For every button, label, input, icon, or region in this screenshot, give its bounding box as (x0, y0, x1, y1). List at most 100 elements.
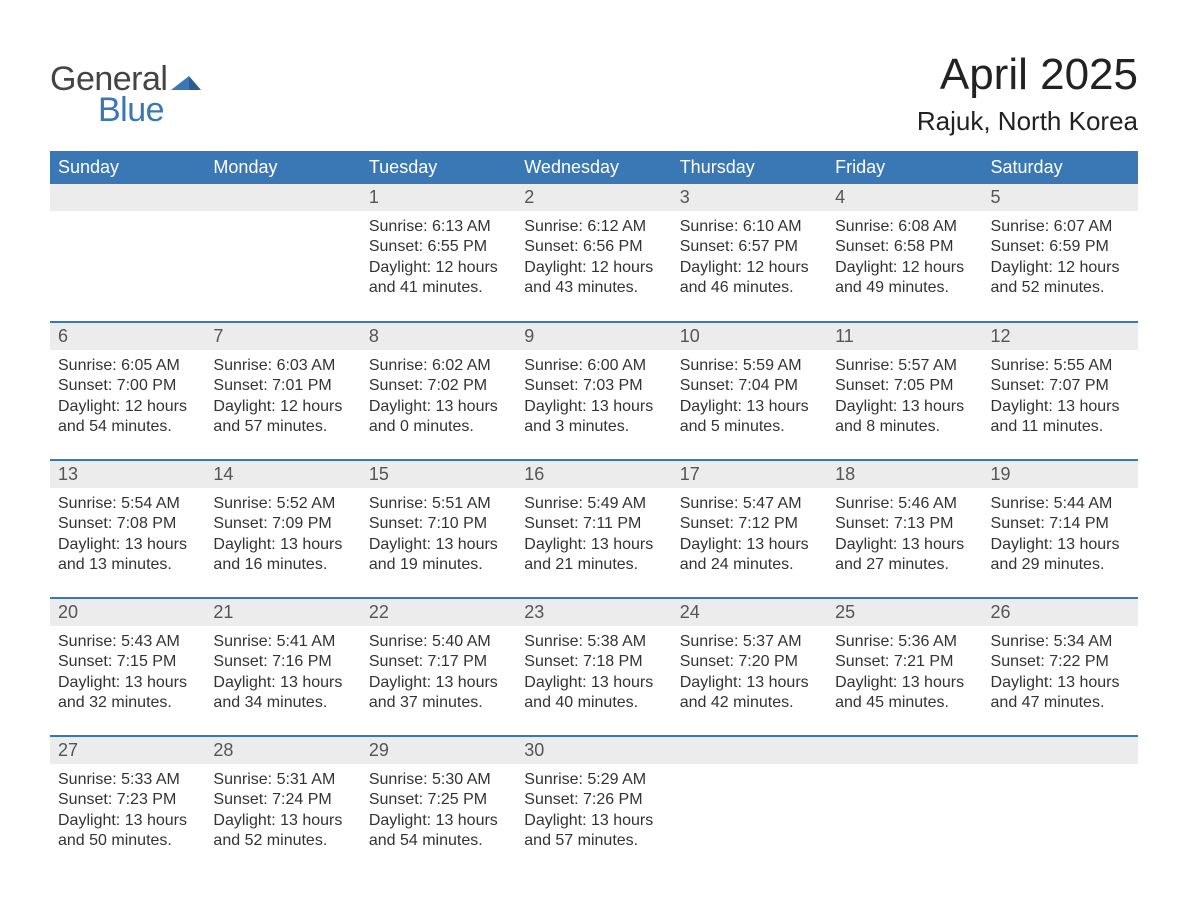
calendar-cell: 16Sunrise: 5:49 AMSunset: 7:11 PMDayligh… (516, 460, 671, 598)
day-body: Sunrise: 5:33 AMSunset: 7:23 PMDaylight:… (50, 764, 205, 856)
day-number: 12 (983, 323, 1138, 350)
calendar-cell (983, 736, 1138, 874)
sunrise-text: Sunrise: 5:43 AM (58, 632, 197, 652)
sunset-text: Sunset: 6:59 PM (991, 237, 1130, 257)
sunrise-text: Sunrise: 6:00 AM (524, 356, 663, 376)
day-body: Sunrise: 6:08 AMSunset: 6:58 PMDaylight:… (827, 211, 982, 303)
header: General Blue April 2025 Rajuk, North Kor… (50, 50, 1138, 137)
day-number: 27 (50, 737, 205, 764)
day-body: Sunrise: 6:05 AMSunset: 7:00 PMDaylight:… (50, 350, 205, 442)
day-number: 14 (205, 461, 360, 488)
calendar-cell: 9Sunrise: 6:00 AMSunset: 7:03 PMDaylight… (516, 322, 671, 460)
sunrise-text: Sunrise: 5:30 AM (369, 770, 508, 790)
day-body: Sunrise: 5:31 AMSunset: 7:24 PMDaylight:… (205, 764, 360, 856)
day-number: 21 (205, 599, 360, 626)
calendar-cell: 15Sunrise: 5:51 AMSunset: 7:10 PMDayligh… (361, 460, 516, 598)
logo-flag-icon (171, 70, 201, 95)
sunrise-text: Sunrise: 5:33 AM (58, 770, 197, 790)
calendar-cell: 5Sunrise: 6:07 AMSunset: 6:59 PMDaylight… (983, 184, 1138, 322)
calendar-cell: 24Sunrise: 5:37 AMSunset: 7:20 PMDayligh… (672, 598, 827, 736)
day-number: 19 (983, 461, 1138, 488)
daylight-text: Daylight: 13 hours and 27 minutes. (835, 535, 974, 576)
day-body: Sunrise: 6:12 AMSunset: 6:56 PMDaylight:… (516, 211, 671, 303)
title-block: April 2025 Rajuk, North Korea (917, 50, 1138, 137)
day-body: Sunrise: 5:30 AMSunset: 7:25 PMDaylight:… (361, 764, 516, 856)
sunset-text: Sunset: 7:13 PM (835, 514, 974, 534)
sunrise-text: Sunrise: 6:10 AM (680, 217, 819, 237)
calendar-week-row: 6Sunrise: 6:05 AMSunset: 7:00 PMDaylight… (50, 322, 1138, 460)
logo: General Blue (50, 50, 201, 130)
day-number: 23 (516, 599, 671, 626)
sunset-text: Sunset: 6:58 PM (835, 237, 974, 257)
sunset-text: Sunset: 7:07 PM (991, 376, 1130, 396)
calendar-cell: 20Sunrise: 5:43 AMSunset: 7:15 PMDayligh… (50, 598, 205, 736)
sunrise-text: Sunrise: 5:37 AM (680, 632, 819, 652)
sunrise-text: Sunrise: 6:05 AM (58, 356, 197, 376)
daylight-text: Daylight: 13 hours and 3 minutes. (524, 397, 663, 438)
day-body: Sunrise: 6:00 AMSunset: 7:03 PMDaylight:… (516, 350, 671, 442)
daylight-text: Daylight: 13 hours and 34 minutes. (213, 673, 352, 714)
daylight-text: Daylight: 12 hours and 41 minutes. (369, 258, 508, 299)
day-number: 9 (516, 323, 671, 350)
calendar-cell: 11Sunrise: 5:57 AMSunset: 7:05 PMDayligh… (827, 322, 982, 460)
sunset-text: Sunset: 7:22 PM (991, 652, 1130, 672)
location: Rajuk, North Korea (917, 106, 1138, 137)
sunset-text: Sunset: 7:08 PM (58, 514, 197, 534)
day-number: 11 (827, 323, 982, 350)
daylight-text: Daylight: 13 hours and 19 minutes. (369, 535, 508, 576)
calendar-cell: 7Sunrise: 6:03 AMSunset: 7:01 PMDaylight… (205, 322, 360, 460)
calendar-cell: 10Sunrise: 5:59 AMSunset: 7:04 PMDayligh… (672, 322, 827, 460)
daylight-text: Daylight: 13 hours and 57 minutes. (524, 811, 663, 852)
calendar-cell (205, 184, 360, 322)
sunrise-text: Sunrise: 5:54 AM (58, 494, 197, 514)
day-body: Sunrise: 5:29 AMSunset: 7:26 PMDaylight:… (516, 764, 671, 856)
sunrise-text: Sunrise: 6:08 AM (835, 217, 974, 237)
month-title: April 2025 (917, 50, 1138, 100)
sunset-text: Sunset: 6:56 PM (524, 237, 663, 257)
daylight-text: Daylight: 13 hours and 40 minutes. (524, 673, 663, 714)
calendar-cell: 12Sunrise: 5:55 AMSunset: 7:07 PMDayligh… (983, 322, 1138, 460)
logo-word2: Blue (98, 91, 164, 130)
day-body: Sunrise: 5:49 AMSunset: 7:11 PMDaylight:… (516, 488, 671, 580)
daylight-text: Daylight: 12 hours and 46 minutes. (680, 258, 819, 299)
calendar-cell: 30Sunrise: 5:29 AMSunset: 7:26 PMDayligh… (516, 736, 671, 874)
col-thursday: Thursday (672, 151, 827, 184)
daylight-text: Daylight: 12 hours and 52 minutes. (991, 258, 1130, 299)
sunset-text: Sunset: 7:05 PM (835, 376, 974, 396)
sunset-text: Sunset: 7:18 PM (524, 652, 663, 672)
calendar-table: Sunday Monday Tuesday Wednesday Thursday… (50, 151, 1138, 874)
day-number: 6 (50, 323, 205, 350)
day-body: Sunrise: 5:55 AMSunset: 7:07 PMDaylight:… (983, 350, 1138, 442)
calendar-cell (827, 736, 982, 874)
daylight-text: Daylight: 12 hours and 54 minutes. (58, 397, 197, 438)
day-body: Sunrise: 6:03 AMSunset: 7:01 PMDaylight:… (205, 350, 360, 442)
sunset-text: Sunset: 7:02 PM (369, 376, 508, 396)
sunrise-text: Sunrise: 5:51 AM (369, 494, 508, 514)
calendar-cell: 8Sunrise: 6:02 AMSunset: 7:02 PMDaylight… (361, 322, 516, 460)
sunset-text: Sunset: 7:26 PM (524, 790, 663, 810)
day-body (983, 764, 1138, 774)
day-body: Sunrise: 5:47 AMSunset: 7:12 PMDaylight:… (672, 488, 827, 580)
day-body (205, 211, 360, 221)
calendar-cell: 25Sunrise: 5:36 AMSunset: 7:21 PMDayligh… (827, 598, 982, 736)
calendar-week-row: 20Sunrise: 5:43 AMSunset: 7:15 PMDayligh… (50, 598, 1138, 736)
daylight-text: Daylight: 13 hours and 42 minutes. (680, 673, 819, 714)
day-body: Sunrise: 5:37 AMSunset: 7:20 PMDaylight:… (672, 626, 827, 718)
sunset-text: Sunset: 7:15 PM (58, 652, 197, 672)
calendar-cell: 23Sunrise: 5:38 AMSunset: 7:18 PMDayligh… (516, 598, 671, 736)
daylight-text: Daylight: 13 hours and 45 minutes. (835, 673, 974, 714)
day-body: Sunrise: 6:02 AMSunset: 7:02 PMDaylight:… (361, 350, 516, 442)
day-number: 25 (827, 599, 982, 626)
calendar-cell: 3Sunrise: 6:10 AMSunset: 6:57 PMDaylight… (672, 184, 827, 322)
calendar-week-row: 1Sunrise: 6:13 AMSunset: 6:55 PMDaylight… (50, 184, 1138, 322)
sunset-text: Sunset: 7:21 PM (835, 652, 974, 672)
calendar-cell: 1Sunrise: 6:13 AMSunset: 6:55 PMDaylight… (361, 184, 516, 322)
sunrise-text: Sunrise: 5:29 AM (524, 770, 663, 790)
calendar-week-row: 13Sunrise: 5:54 AMSunset: 7:08 PMDayligh… (50, 460, 1138, 598)
sunset-text: Sunset: 7:12 PM (680, 514, 819, 534)
sunset-text: Sunset: 7:23 PM (58, 790, 197, 810)
daylight-text: Daylight: 13 hours and 8 minutes. (835, 397, 974, 438)
day-number: 7 (205, 323, 360, 350)
sunrise-text: Sunrise: 6:02 AM (369, 356, 508, 376)
day-body: Sunrise: 5:40 AMSunset: 7:17 PMDaylight:… (361, 626, 516, 718)
